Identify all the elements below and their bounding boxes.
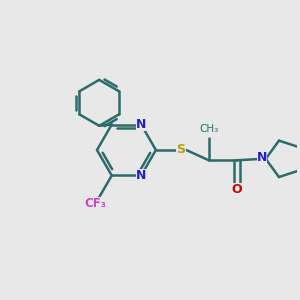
Text: O: O <box>232 183 242 196</box>
Text: N: N <box>136 169 146 182</box>
Text: CH₃: CH₃ <box>199 124 218 134</box>
Text: N: N <box>257 151 267 164</box>
Text: S: S <box>176 143 185 157</box>
Text: CF₃: CF₃ <box>85 197 106 210</box>
Text: N: N <box>136 118 146 131</box>
